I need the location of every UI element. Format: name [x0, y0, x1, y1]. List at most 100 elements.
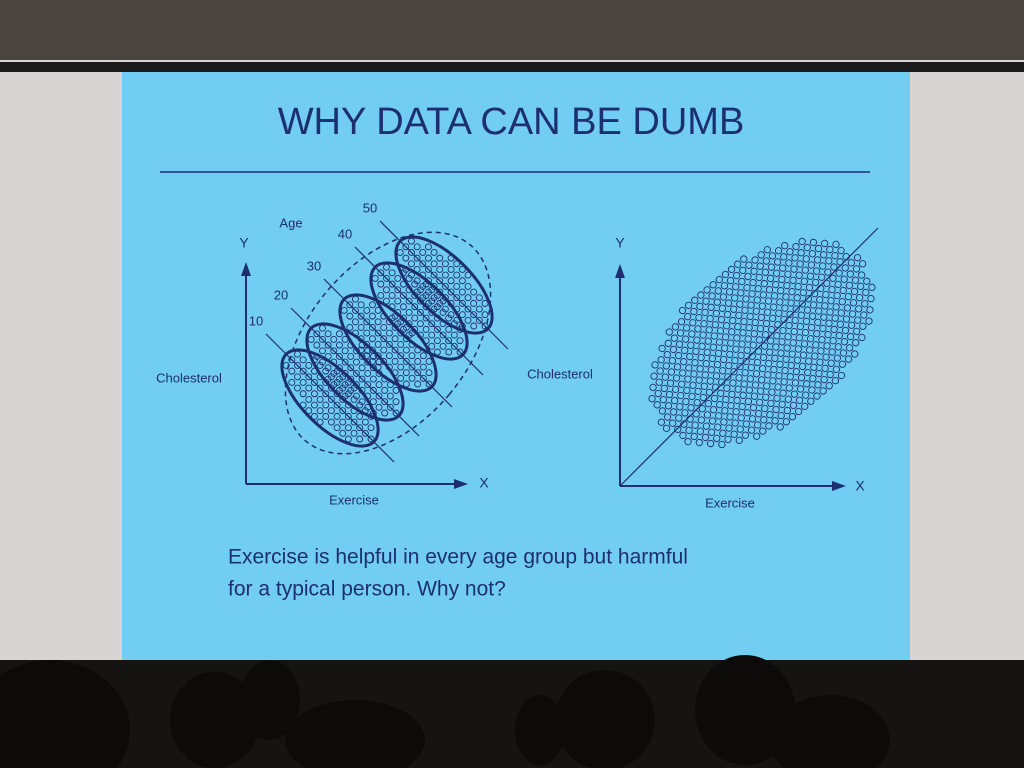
point: [322, 401, 330, 409]
point: [832, 240, 840, 249]
point: [753, 296, 761, 304]
point: [801, 402, 809, 411]
point: [319, 358, 326, 366]
point: [316, 407, 324, 415]
group-ellipse: [280, 348, 380, 448]
point: [356, 401, 364, 409]
point: [305, 362, 313, 369]
group-ellipse: [394, 235, 494, 335]
point: [721, 407, 729, 415]
point: [781, 241, 789, 250]
point: [683, 312, 692, 321]
point: [316, 362, 324, 369]
point: [706, 314, 714, 323]
point: [711, 321, 719, 329]
point: [747, 426, 756, 434]
point: [749, 341, 757, 349]
point: [768, 252, 777, 260]
point: [439, 297, 447, 305]
point: [829, 274, 837, 282]
point: [702, 422, 711, 430]
point: [763, 246, 771, 254]
point: [402, 346, 410, 354]
point: [824, 268, 832, 276]
point: [408, 249, 415, 256]
point: [817, 347, 825, 355]
audience: [0, 655, 890, 768]
point: [713, 298, 721, 306]
point: [796, 385, 805, 393]
point: [819, 387, 827, 395]
point: [743, 346, 751, 354]
point: [669, 345, 678, 354]
point: [709, 406, 718, 414]
age-group: [394, 235, 494, 335]
point: [715, 412, 723, 420]
point: [752, 307, 760, 315]
point: [820, 251, 828, 259]
point: [363, 340, 371, 348]
point: [371, 275, 379, 282]
group-title: Age: [279, 215, 302, 230]
point: [441, 271, 449, 279]
point: [458, 265, 466, 273]
point: [388, 291, 396, 299]
point: [755, 273, 763, 282]
point: [792, 305, 800, 313]
point: [392, 409, 400, 417]
point: [773, 332, 781, 340]
point: [775, 309, 783, 317]
point: [715, 338, 724, 346]
point: [367, 435, 375, 443]
point: [408, 352, 416, 360]
point: [661, 373, 669, 381]
point: [678, 380, 686, 388]
point: [785, 384, 793, 392]
point: [322, 390, 330, 398]
point: [707, 428, 716, 436]
point: [777, 412, 785, 420]
point: [394, 297, 402, 305]
point: [352, 358, 360, 366]
point: [688, 392, 696, 401]
point: [831, 252, 839, 260]
point: [825, 382, 833, 390]
point: [717, 389, 725, 397]
point: [718, 378, 726, 386]
point: [768, 326, 776, 334]
point: [731, 356, 739, 365]
point: [799, 351, 808, 359]
point: [841, 264, 849, 272]
point: [719, 293, 728, 301]
point: [399, 325, 407, 333]
point: [726, 350, 734, 359]
point: [316, 395, 324, 403]
point: [766, 348, 774, 356]
point: [310, 412, 318, 420]
point: [774, 320, 782, 329]
point: [773, 394, 781, 402]
point: [705, 388, 714, 396]
point: [346, 312, 354, 320]
point: [769, 314, 777, 323]
point: [416, 331, 424, 339]
point: [294, 362, 301, 369]
point: [742, 357, 750, 366]
point: [335, 386, 343, 394]
point: [649, 383, 657, 392]
point: [857, 282, 865, 290]
point: [327, 418, 335, 426]
point: [808, 250, 817, 258]
point: [402, 323, 410, 331]
point: [730, 368, 738, 376]
point: [754, 285, 762, 293]
point: [710, 394, 719, 403]
point: [436, 277, 444, 285]
point: [786, 310, 794, 318]
point: [780, 378, 788, 386]
point: [411, 303, 419, 311]
point: [772, 343, 780, 351]
point: [826, 245, 834, 254]
point: [822, 353, 830, 361]
point: [433, 325, 441, 333]
